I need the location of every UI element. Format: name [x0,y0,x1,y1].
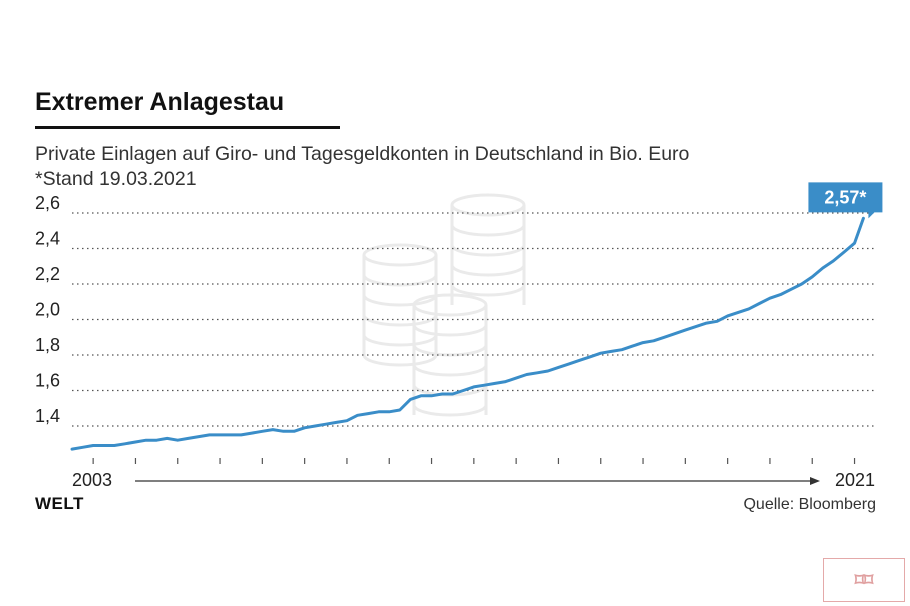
callout-box [808,182,883,219]
title-underline [35,126,340,129]
y-tick-label: 1,4 [35,406,60,426]
callout-label: 2,57* [824,187,866,207]
y-tick-label: 1,8 [35,335,60,355]
y-tick-label: 2,4 [35,229,60,249]
y-tick-label: 2,2 [35,264,60,284]
x-axis-arrowhead [810,477,820,485]
brand-logo: WELT [35,494,84,513]
series-line [70,216,865,451]
y-tick-label: 2,0 [35,300,60,320]
subtitle-description: Private Einlagen auf Giro- und Tagesgeld… [35,143,690,165]
y-tick-label: 2,6 [35,193,60,213]
corner-stamp: ⌑⌑ [823,558,905,602]
value-callout: 2,57* [808,182,883,219]
chart-title: Extremer Anlagestau [35,88,285,116]
coin-stack-icon [362,193,526,417]
x-start-label: 2003 [72,470,112,490]
chart-subtitle: Private Einlagen auf Giro- und Tagesgeld… [35,142,689,192]
x-end-label: 2021 [835,470,875,490]
subtitle-date-note: *Stand 19.03.2021 [35,168,197,190]
y-tick-label: 1,6 [35,371,60,391]
source-note: Quelle: Bloomberg [743,496,876,513]
